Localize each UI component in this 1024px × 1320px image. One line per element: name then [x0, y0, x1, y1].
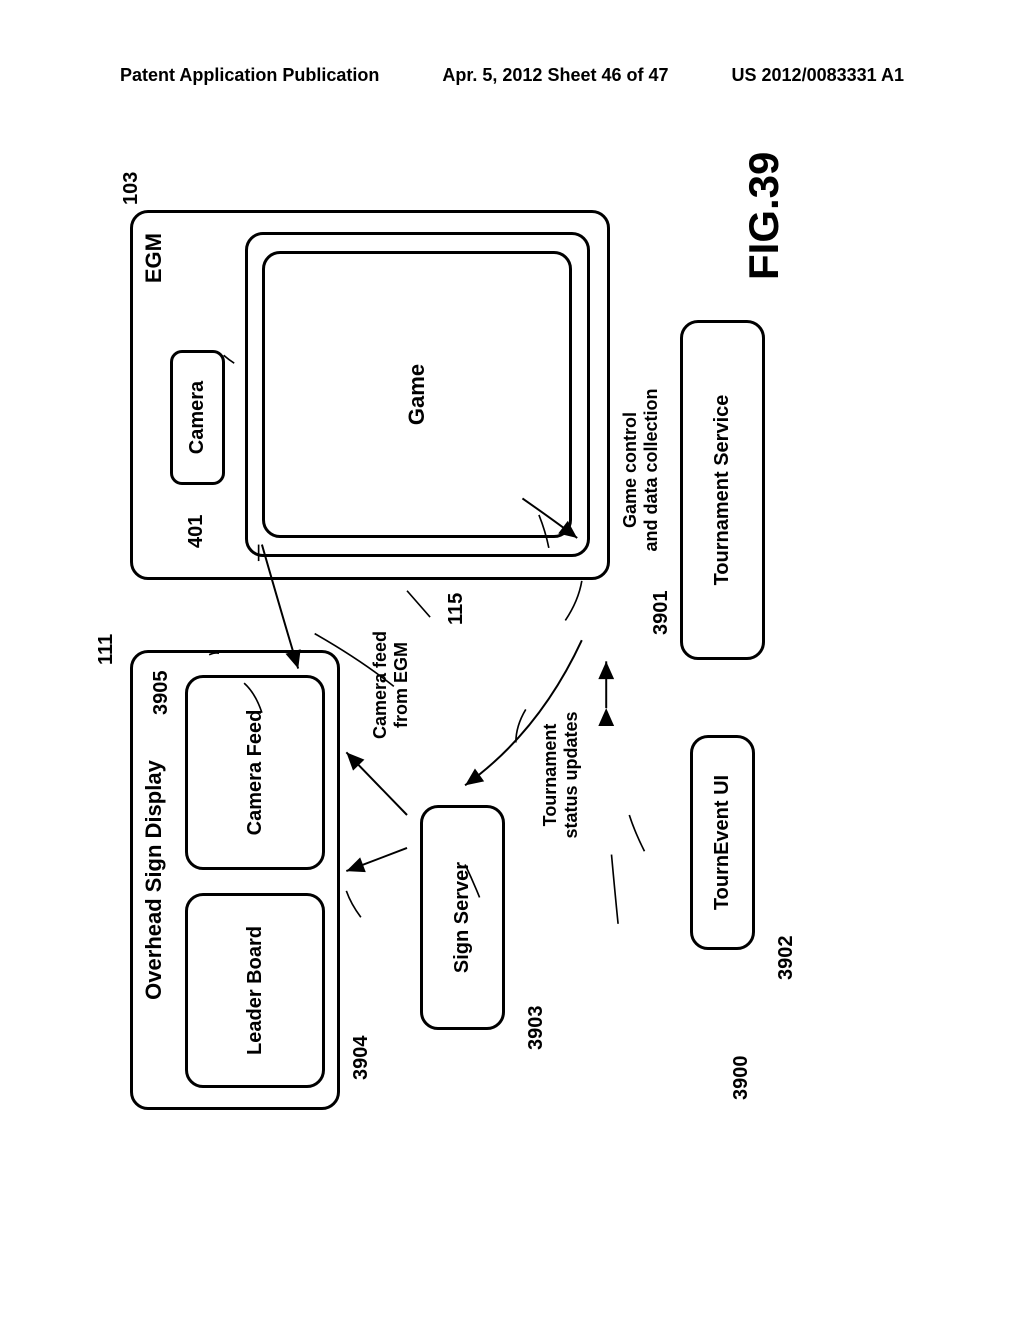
camera-feed-connection-label: Camera feed from EGM	[370, 600, 412, 770]
tournament-service-box: Tournament Service	[680, 320, 765, 660]
overhead-sign-title: Overhead Sign Display	[141, 760, 167, 1000]
ref-115: 115	[445, 593, 468, 625]
ref-3900: 3900	[730, 1056, 753, 1101]
leader-board-label: Leader Board	[244, 926, 267, 1055]
leader-board-box: Leader Board	[185, 893, 325, 1088]
ref-103: 103	[120, 172, 143, 205]
camera-feed-box: Camera Feed	[185, 675, 325, 870]
page-header: Patent Application Publication Apr. 5, 2…	[0, 65, 1024, 86]
game-inner-box: Game	[262, 251, 572, 538]
tournevent-ui-label: TournEvent UI	[711, 775, 734, 910]
ref-3904: 3904	[350, 1036, 373, 1081]
ref-111: 111	[95, 634, 118, 665]
egm-title: EGM	[141, 233, 167, 283]
camera-feed-label: Camera Feed	[244, 710, 267, 836]
diagram-container: Overhead Sign Display Leader Board Camer…	[30, 350, 850, 970]
header-center: Apr. 5, 2012 Sheet 46 of 47	[442, 65, 668, 86]
sign-server-label: Sign Server	[451, 862, 474, 973]
ref-3901: 3901	[650, 591, 673, 636]
game-control-label: Game control and data collection	[620, 350, 662, 590]
camera-label: Camera	[186, 381, 209, 454]
ref-3902: 3902	[775, 936, 798, 981]
ref-3903: 3903	[525, 1006, 548, 1051]
tournament-status-label: Tournament status updates	[540, 690, 582, 860]
header-right: US 2012/0083331 A1	[732, 65, 904, 86]
ref-3905: 3905	[150, 671, 173, 716]
ref-401: 401	[185, 515, 208, 548]
game-label: Game	[404, 364, 430, 425]
camera-box: Camera	[170, 350, 225, 485]
header-left: Patent Application Publication	[120, 65, 379, 86]
figure-label: FIG.39	[740, 152, 788, 280]
sign-server-box: Sign Server	[420, 805, 505, 1030]
tournament-service-label: Tournament Service	[711, 395, 734, 586]
tournevent-ui-box: TournEvent UI	[690, 735, 755, 950]
